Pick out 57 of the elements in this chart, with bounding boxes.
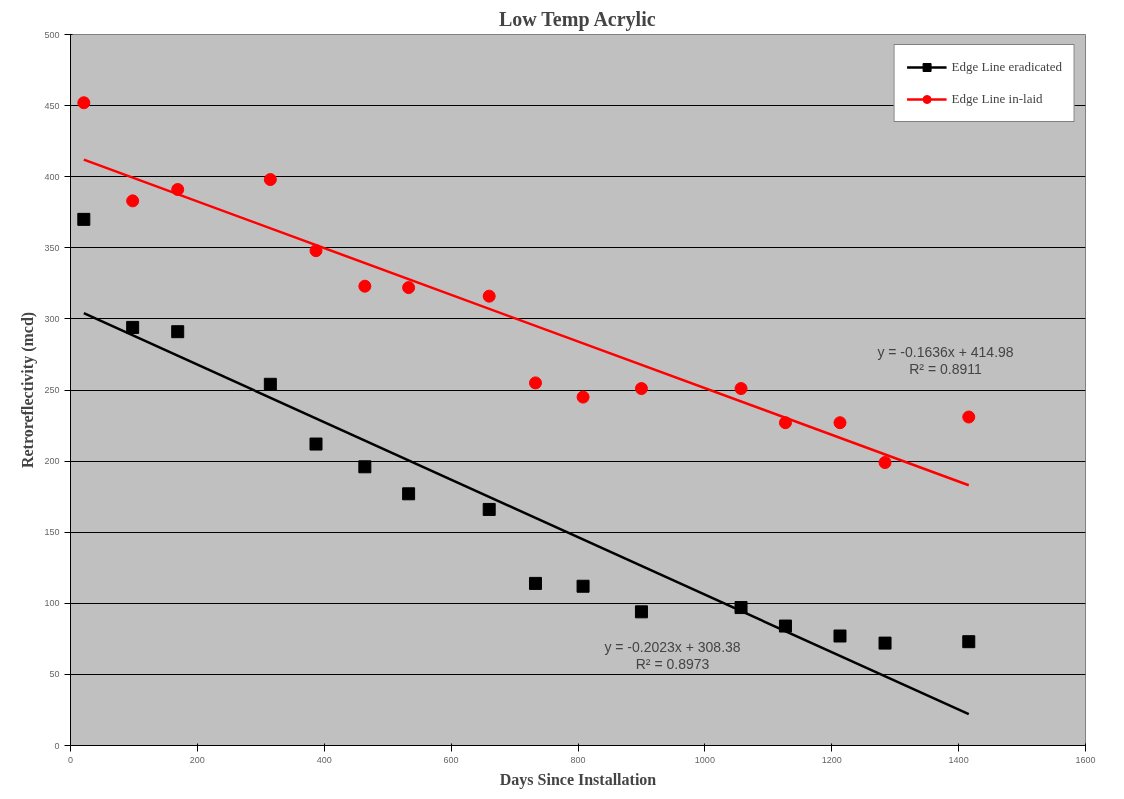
y-tick-label: 0 bbox=[54, 740, 60, 751]
x-tick-label: 1000 bbox=[694, 754, 715, 765]
point bbox=[482, 502, 496, 516]
x-tick-label: 0 bbox=[68, 754, 74, 765]
y-tick-label: 50 bbox=[49, 669, 60, 680]
annotation: y = -0.1636x + 414.98 bbox=[877, 343, 1014, 360]
point bbox=[634, 605, 648, 619]
y-axis-title: Retroreflectivity (mcd) bbox=[19, 311, 38, 469]
x-tick-label: 800 bbox=[570, 754, 586, 765]
point bbox=[878, 636, 892, 650]
point bbox=[77, 212, 91, 226]
point bbox=[126, 194, 140, 208]
point bbox=[962, 635, 976, 649]
legend-label: Edge Line eradicated bbox=[951, 59, 1062, 75]
annotation: R² = 0.8911 bbox=[909, 360, 982, 377]
point bbox=[833, 416, 847, 430]
point bbox=[833, 629, 847, 643]
x-tick-label: 1200 bbox=[821, 754, 842, 765]
point bbox=[309, 437, 323, 451]
point bbox=[171, 325, 185, 339]
point bbox=[358, 279, 372, 293]
point bbox=[482, 289, 496, 303]
y-tick-label: 100 bbox=[44, 598, 60, 609]
point bbox=[576, 579, 590, 593]
point bbox=[402, 487, 416, 501]
point bbox=[576, 390, 590, 404]
y-tick-label: 150 bbox=[44, 527, 60, 538]
point bbox=[126, 320, 140, 334]
point bbox=[263, 377, 277, 391]
x-axis-title: Days Since Installation bbox=[499, 770, 657, 789]
x-tick-label: 200 bbox=[189, 754, 205, 765]
x-tick-label: 1600 bbox=[1075, 754, 1096, 765]
y-tick-label: 250 bbox=[44, 385, 60, 395]
y-tick-label: 500 bbox=[44, 29, 60, 40]
point bbox=[878, 456, 892, 470]
point bbox=[529, 376, 542, 390]
legend-label: Edge Line in-laid bbox=[951, 91, 1043, 107]
point bbox=[77, 96, 91, 110]
y-tick-label: 400 bbox=[44, 171, 60, 182]
point bbox=[263, 173, 277, 187]
chart-title: Low Temp Acrylic bbox=[498, 7, 656, 31]
point bbox=[734, 382, 748, 396]
annotation: y = -0.2023x + 308.38 bbox=[604, 638, 741, 655]
y-tick-label: 450 bbox=[44, 100, 60, 111]
annotation: R² = 0.8973 bbox=[635, 655, 710, 672]
point bbox=[402, 281, 416, 295]
x-tick-label: 400 bbox=[316, 754, 332, 765]
x-tick-label: 600 bbox=[443, 754, 459, 765]
y-tick-label: 200 bbox=[44, 456, 60, 467]
point bbox=[358, 460, 372, 474]
point bbox=[962, 410, 976, 424]
point bbox=[529, 576, 542, 590]
point bbox=[634, 382, 648, 396]
y-tick-label: 350 bbox=[44, 242, 60, 253]
point bbox=[778, 619, 792, 633]
y-tick-label: 300 bbox=[44, 313, 60, 324]
x-tick-label: 1400 bbox=[948, 754, 969, 765]
